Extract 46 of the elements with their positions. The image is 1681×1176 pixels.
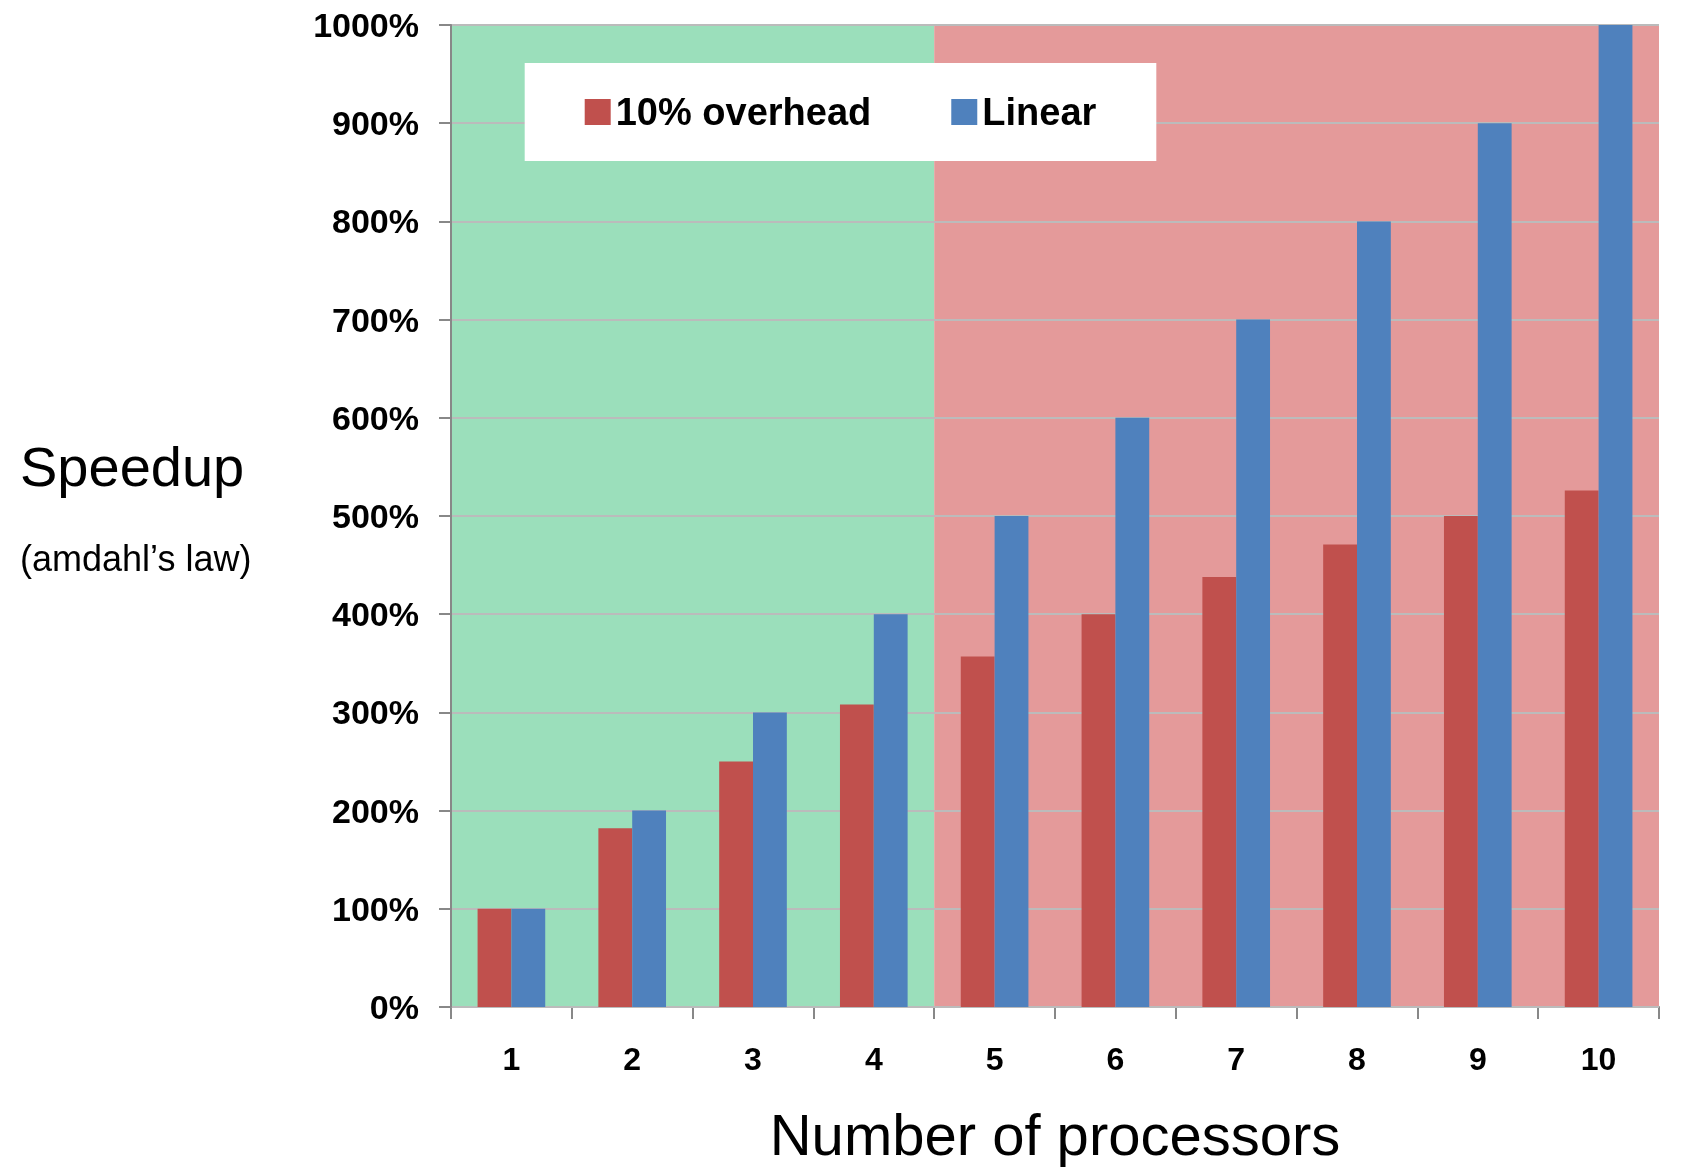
- bar: [598, 828, 633, 1007]
- x-tick-label: 3: [744, 1041, 762, 1077]
- x-tick-label: 8: [1348, 1041, 1366, 1077]
- bar: [1323, 544, 1357, 1007]
- y-tick-label: 300%: [332, 693, 419, 732]
- y-tick-label: 400%: [332, 595, 419, 634]
- x-tick-label: 5: [985, 1041, 1004, 1077]
- x-axis-title: Number of processors: [769, 1101, 1341, 1167]
- y-tick-label: 200%: [332, 791, 419, 830]
- y-tick-label: 900%: [332, 104, 419, 143]
- bar: [1598, 25, 1633, 1007]
- bar: [753, 712, 787, 1007]
- x-tick-label: 4: [864, 1041, 883, 1077]
- x-tick-label: 1: [502, 1041, 521, 1077]
- x-tick-label: 7: [1227, 1041, 1246, 1077]
- x-tick-label: 9: [1468, 1041, 1487, 1077]
- bar: [477, 908, 512, 1007]
- y-tick-label: 0%: [369, 988, 419, 1026]
- bar: [1081, 614, 1116, 1007]
- bar: [994, 516, 1029, 1007]
- legend-label: 10% overhead: [615, 91, 872, 133]
- y-tick-label: 700%: [332, 300, 419, 339]
- y-tick-label: 100%: [332, 889, 419, 928]
- bar: [1477, 123, 1512, 1007]
- bar: [511, 908, 546, 1007]
- bar: [1443, 516, 1478, 1007]
- bar: [632, 810, 667, 1007]
- bar: [1564, 490, 1599, 1007]
- x-tick-label: 6: [1106, 1041, 1125, 1077]
- y-axis-title: Speedup: [20, 434, 245, 498]
- y-tick-label: 600%: [332, 398, 419, 437]
- bar: [1115, 417, 1150, 1007]
- y-tick-label: 800%: [332, 202, 419, 241]
- bar: [960, 656, 995, 1007]
- bar: [839, 704, 874, 1007]
- legend-label: Linear: [982, 91, 1097, 133]
- x-tick-label: 10: [1580, 1041, 1617, 1077]
- x-tick-label: 2: [623, 1041, 642, 1077]
- bar: [873, 614, 908, 1007]
- y-tick-label: 500%: [332, 497, 419, 535]
- y-tick-label: 1000%: [313, 6, 419, 44]
- bar: [1202, 576, 1237, 1007]
- bar: [1357, 221, 1391, 1007]
- text: (amdahl’s law): [20, 537, 252, 579]
- bar: [719, 761, 753, 1007]
- bar: [1236, 319, 1271, 1007]
